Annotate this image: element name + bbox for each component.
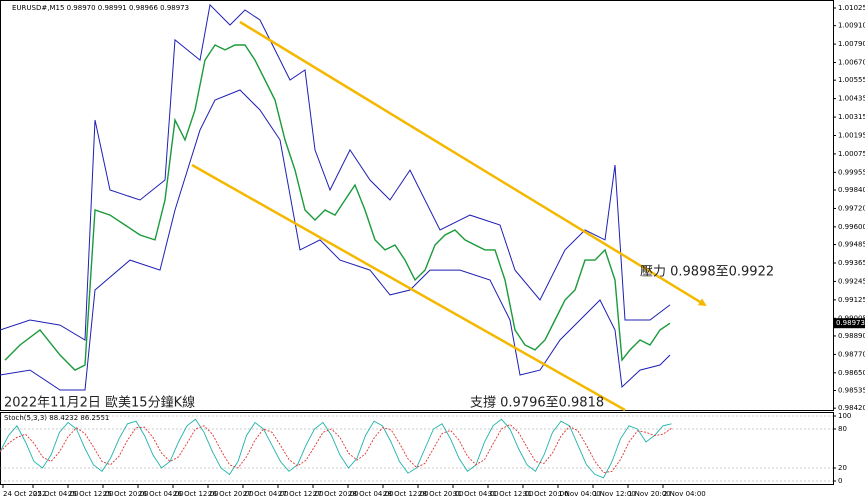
x-tick-label: 25 Oct 04:00 [33, 490, 79, 498]
y-tick-label: 1.00790 [838, 40, 865, 48]
x-tick-label: 2 Nov 04:00 [663, 490, 706, 498]
last-price-label: 0.98973 [836, 319, 865, 327]
y-tick-label: 0.98535 [838, 386, 865, 394]
y-tick-label: 80 [838, 425, 847, 433]
x-tick-label: 28 Oct 12:00 [383, 490, 429, 498]
y-tick-label: 0.99125 [838, 296, 865, 304]
y-tick-label: 1.00315 [838, 113, 865, 121]
y-tick-label: 1.00910 [838, 22, 865, 30]
annotation: 支撐 0.9796至0.9818 [470, 396, 604, 411]
x-tick-label: 31 Oct 04:00 [453, 490, 499, 498]
stoch-header: Stoch(5,3,3) 88.4232 86.2551 [4, 414, 109, 422]
x-tick-label: 27 Oct 04:00 [243, 490, 289, 498]
y-tick-label: 1.00670 [838, 59, 865, 67]
x-tick-label: 1 Nov 20:00 [628, 490, 671, 498]
x-tick-label: 26 Oct 20:00 [208, 490, 254, 498]
x-tick-label: 31 Oct 20:00 [523, 490, 569, 498]
annotation: 壓力 0.9898至0.9922 [640, 265, 774, 280]
y-tick-label: 0.98770 [838, 350, 865, 358]
y-tick-label: 0.98650 [838, 369, 865, 377]
x-tick-label: 25 Oct 12:00 [68, 490, 114, 498]
y-tick-label: 1.00195 [838, 131, 865, 139]
x-tick-label: 24 Oct 2022 [3, 490, 46, 498]
symbol-header: EURUSD#,M15 0.98970 0.98991 0.98966 0.98… [12, 4, 189, 12]
series-line [191, 163, 626, 412]
series-line [0, 418, 672, 479]
x-tick-label: 28 Oct 04:00 [348, 490, 394, 498]
x-tick-label: 27 Oct 12:00 [278, 490, 324, 498]
series-line [0, 3, 671, 341]
y-tick-label: 0.99955 [838, 168, 865, 176]
series-line [0, 89, 671, 391]
y-tick-label: 0.99720 [838, 204, 865, 212]
main-panel [0, 0, 834, 411]
y-tick-label: 0.99840 [838, 186, 865, 194]
x-tick-label: 25 Oct 20:00 [103, 490, 149, 498]
stoch-panel [0, 412, 834, 485]
x-tick-label: 26 Oct 12:00 [173, 490, 219, 498]
last-price-box [834, 318, 865, 329]
x-tick-label: 26 Oct 04:00 [138, 490, 184, 498]
y-tick-label: 0.99600 [838, 223, 865, 231]
series-line [0, 423, 672, 474]
series-line [239, 20, 707, 306]
y-tick-label: 0 [838, 477, 842, 485]
x-tick-label: 1 Nov 12:00 [593, 490, 636, 498]
series-line [4, 44, 671, 371]
y-tick-label: 1.00435 [838, 95, 865, 103]
y-tick-label: 0.99365 [838, 259, 865, 267]
x-tick-label: 28 Oct 20:00 [418, 490, 464, 498]
y-tick-label: 1.01025 [838, 4, 865, 12]
y-tick-label: 0.98420 [838, 404, 865, 412]
y-tick-label: 1.00555 [838, 76, 865, 84]
y-tick-label: 0.99485 [838, 241, 865, 249]
y-tick-label: 0.99245 [838, 277, 865, 285]
y-tick-label: 1.00075 [838, 150, 865, 158]
y-tick-label: 20 [838, 464, 847, 472]
y-tick-label: 100 [838, 412, 851, 420]
annotation: 2022年11月2日 歐美15分鐘K線 [4, 395, 195, 411]
x-tick-label: 1 Nov 04:00 [558, 490, 601, 498]
x-tick-label: 31 Oct 12:00 [488, 490, 534, 498]
y-tick-label: 0.98890 [838, 332, 865, 340]
x-tick-label: 27 Oct 20:00 [313, 490, 359, 498]
